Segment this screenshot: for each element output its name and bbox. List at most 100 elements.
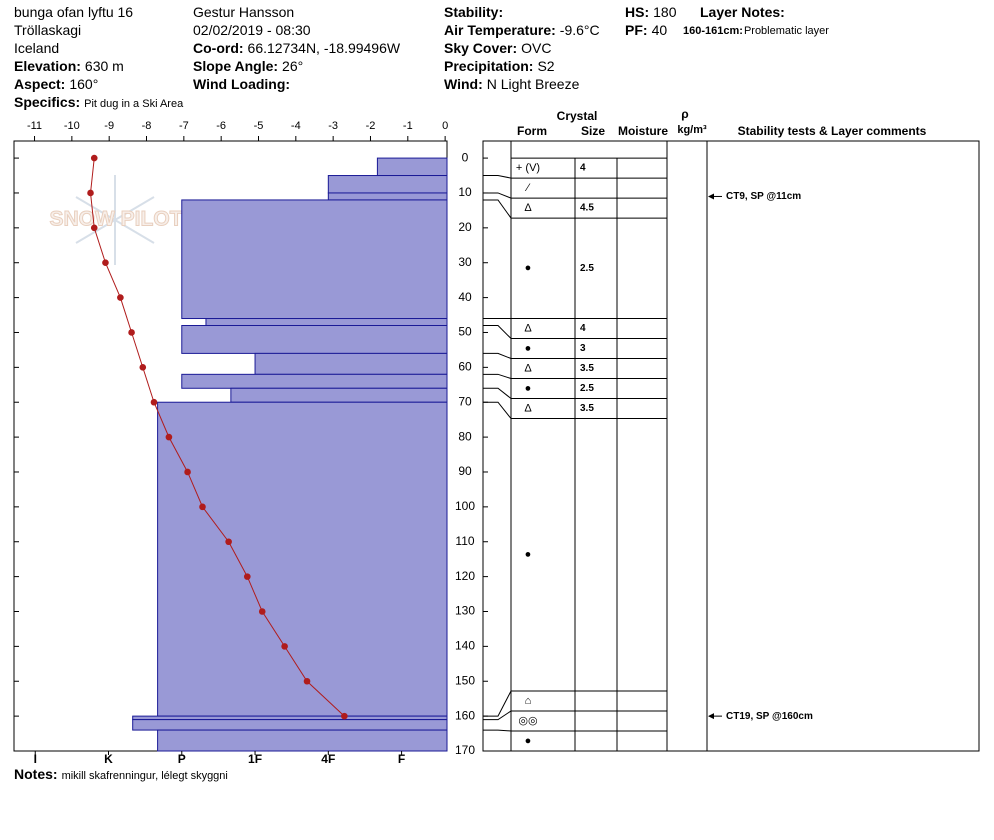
test-arrowhead	[708, 713, 714, 720]
table-columns	[510, 141, 708, 751]
depth-tick-label: 130	[455, 604, 475, 618]
notes-text: mikill skafrenningur, lélegt skyggni	[61, 770, 228, 782]
grain-form: ●	[525, 342, 532, 354]
datetime: 02/02/2019 - 08:30	[193, 22, 311, 38]
field-label: Precipitation:	[444, 58, 534, 74]
temperature-point	[150, 398, 158, 406]
grain-form: ◎◎	[518, 715, 537, 727]
grain-form: ●	[525, 549, 532, 561]
hardness-bar	[157, 729, 448, 752]
temperature-tick-label: -11	[27, 120, 42, 132]
field: Slope Angle: 26°	[193, 57, 303, 75]
layer-leader	[483, 387, 667, 400]
temperature-tick-label: -10	[64, 120, 80, 132]
field: Air Temperature: -9.6°C	[444, 21, 600, 39]
field-label: Elevation:	[14, 58, 81, 74]
field: Specifics: Pit dug in a Ski Area	[14, 93, 183, 113]
layer-leader	[483, 729, 667, 732]
hardness-bar	[181, 199, 448, 320]
field-value: 26°	[282, 58, 304, 74]
hardness-bar	[327, 175, 448, 194]
temperature-point	[165, 433, 173, 441]
hardness-tick-label: F	[398, 752, 405, 766]
temperature-point	[341, 712, 348, 720]
field-label: PF:	[625, 22, 648, 38]
layer-note-comment: Problematic layer	[743, 25, 829, 37]
temperature-tick-label: -7	[179, 120, 189, 132]
column-header: Stability tests & Layer comments	[738, 124, 927, 138]
hardness-bar	[376, 157, 448, 177]
temperature-line	[90, 158, 345, 717]
snowflake	[75, 175, 155, 265]
location: Iceland	[14, 40, 60, 56]
temperature-point	[225, 538, 232, 546]
field-value: S2	[537, 58, 555, 74]
depth-tick-label: 60	[458, 360, 472, 374]
field-label: Slope Angle:	[193, 58, 279, 74]
depth-tick-label: 170	[455, 743, 475, 757]
grain-form: Δ	[524, 402, 532, 414]
temperature-point	[117, 294, 124, 301]
layer-leader	[483, 352, 667, 360]
hardness-bar	[205, 318, 448, 326]
field: HS: 180	[625, 3, 676, 21]
observer: Gestur Hansson	[193, 4, 295, 20]
temperature-point	[199, 503, 206, 511]
field-label: Aspect:	[14, 76, 66, 92]
field-label: Stability:	[444, 4, 504, 20]
location: Tröllaskagi	[14, 22, 82, 38]
layer-leader	[483, 324, 667, 340]
field-value: 180	[653, 4, 677, 20]
field: Stability:	[444, 3, 507, 21]
hardness-bar	[132, 715, 448, 721]
field-value: OVC	[521, 40, 552, 56]
field-label: Wind:	[444, 76, 483, 92]
column-header: Form	[517, 124, 547, 138]
grain-form: ●	[525, 382, 532, 394]
depth-tick-label: 120	[455, 569, 475, 583]
temperature-point	[184, 468, 191, 476]
temperature-point	[303, 677, 311, 685]
depth-tick-label: 140	[455, 639, 475, 653]
temperature-point	[90, 224, 98, 232]
field: Co-ord: 66.12734N, -18.99496W	[193, 39, 400, 57]
depth-tick-label: 80	[458, 429, 472, 443]
temperature-point	[102, 259, 109, 267]
hardness-bar	[254, 352, 448, 375]
temperature-point	[90, 154, 98, 162]
field: Sky Cover: OVC	[444, 39, 552, 57]
hardness-bar	[132, 719, 448, 731]
temperature-point	[258, 608, 266, 615]
temperature-tick-label: 0	[442, 120, 448, 132]
grain-size: 4.5	[580, 203, 594, 214]
test-text: CT9, SP @11cm	[726, 191, 801, 202]
hardness-bar	[230, 387, 448, 403]
temperature-tick-label: -8	[142, 120, 152, 132]
depth-tick-label: 10	[458, 185, 472, 199]
grain-size: 3.5	[580, 403, 594, 414]
temperature-point	[139, 364, 147, 371]
grain-form: Δ	[524, 322, 532, 334]
hardness-tick-label: 1F	[248, 752, 262, 766]
layer-leader	[483, 199, 667, 219]
depth-tick-label: 20	[458, 220, 472, 234]
grain-size: 3.5	[580, 363, 594, 374]
column-header: kg/m³	[677, 124, 707, 136]
hardness-bar	[327, 192, 448, 201]
location: bunga ofan lyftu 16	[14, 4, 134, 20]
depth-tick-label: 0	[462, 150, 469, 164]
grain-size: 2.5	[580, 263, 594, 274]
field-value: Pit dug in a Ski Area	[84, 98, 184, 110]
hardness-bar	[181, 373, 448, 389]
field: Wind: N Light Breeze	[444, 75, 579, 93]
grain-form: ⌂	[525, 695, 532, 707]
field-value: N Light Breeze	[486, 76, 580, 92]
grain-form: + (V)	[516, 162, 540, 174]
field-label: HS:	[625, 4, 650, 20]
notes-label: Notes:	[14, 766, 58, 782]
field-label: Wind Loading:	[193, 76, 291, 92]
field-label: Co-ord:	[193, 40, 244, 56]
layer-leader	[483, 192, 667, 199]
